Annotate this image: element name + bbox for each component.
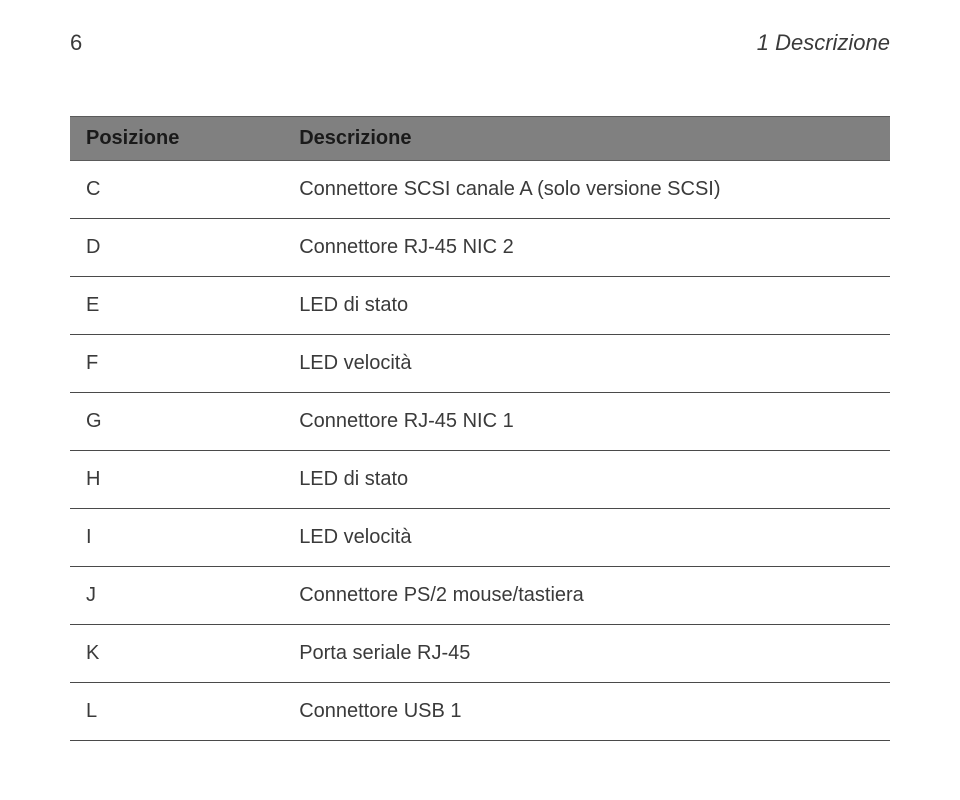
column-header-descrizione: Descrizione [283, 117, 890, 161]
table-row: E LED di stato [70, 277, 890, 335]
table-row: I LED velocità [70, 509, 890, 567]
cell-descrizione: Connettore SCSI canale A (solo versione … [283, 161, 890, 219]
cell-descrizione: Connettore PS/2 mouse/tastiera [283, 567, 890, 625]
table-row: D Connettore RJ-45 NIC 2 [70, 219, 890, 277]
cell-descrizione: Connettore RJ-45 NIC 2 [283, 219, 890, 277]
table-row: C Connettore SCSI canale A (solo version… [70, 161, 890, 219]
cell-descrizione: LED di stato [283, 451, 890, 509]
description-table: Posizione Descrizione C Connettore SCSI … [70, 116, 890, 741]
table-row: K Porta seriale RJ-45 [70, 625, 890, 683]
cell-posizione: H [70, 451, 283, 509]
table-row: H LED di stato [70, 451, 890, 509]
cell-descrizione: Connettore RJ-45 NIC 1 [283, 393, 890, 451]
cell-descrizione: LED velocità [283, 509, 890, 567]
cell-posizione: L [70, 683, 283, 741]
cell-posizione: E [70, 277, 283, 335]
cell-posizione: F [70, 335, 283, 393]
page-number: 6 [70, 30, 82, 56]
cell-descrizione: LED di stato [283, 277, 890, 335]
section-title: 1 Descrizione [757, 30, 890, 56]
cell-posizione: C [70, 161, 283, 219]
cell-posizione: D [70, 219, 283, 277]
cell-posizione: K [70, 625, 283, 683]
table-row: L Connettore USB 1 [70, 683, 890, 741]
table-row: G Connettore RJ-45 NIC 1 [70, 393, 890, 451]
cell-posizione: J [70, 567, 283, 625]
cell-posizione: G [70, 393, 283, 451]
cell-descrizione: LED velocità [283, 335, 890, 393]
cell-descrizione: Connettore USB 1 [283, 683, 890, 741]
table-row: F LED velocità [70, 335, 890, 393]
cell-posizione: I [70, 509, 283, 567]
table-row: J Connettore PS/2 mouse/tastiera [70, 567, 890, 625]
page-header: 6 1 Descrizione [70, 30, 890, 56]
table-header-row: Posizione Descrizione [70, 117, 890, 161]
cell-descrizione: Porta seriale RJ-45 [283, 625, 890, 683]
column-header-posizione: Posizione [70, 117, 283, 161]
